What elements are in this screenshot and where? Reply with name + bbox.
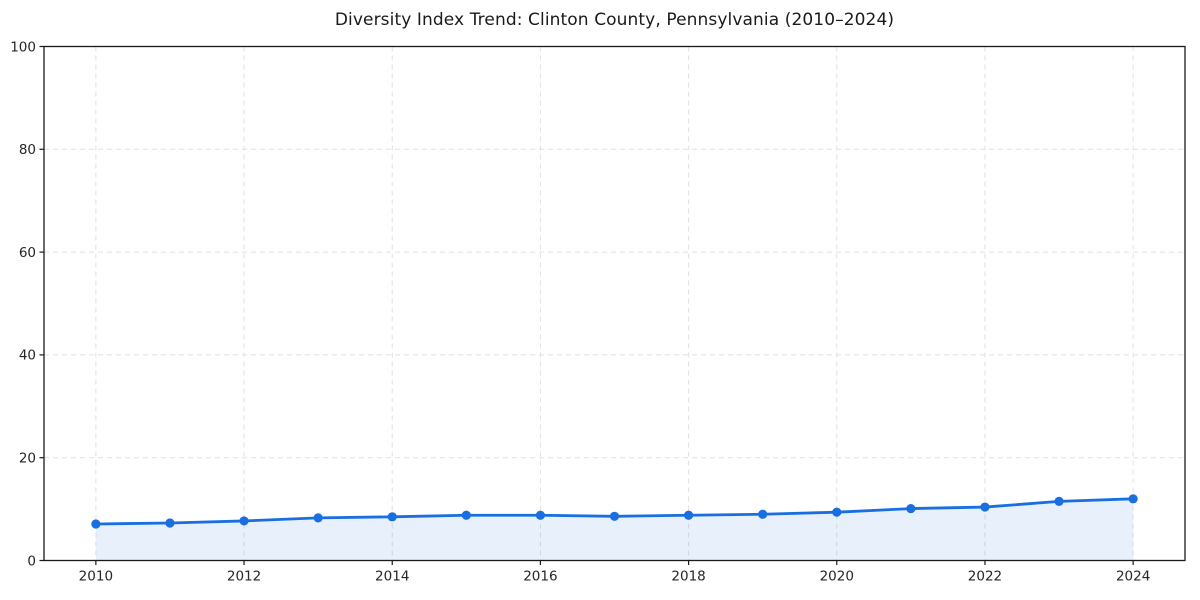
plot-border <box>43 45 1186 562</box>
x-tick-label-2018: 2018 <box>671 569 705 585</box>
data-point-2010 <box>91 519 101 529</box>
data-point-2023 <box>1054 496 1064 506</box>
chart-title: Diversity Index Trend: Clinton County, P… <box>334 10 895 30</box>
x-tick-label-2010: 2010 <box>79 569 113 585</box>
area-fill <box>95 498 1134 561</box>
y-tick-label-60: 60 <box>19 245 36 261</box>
y-tick-label-40: 40 <box>19 348 36 364</box>
x-tick-label-2022: 2022 <box>968 569 1002 585</box>
x-tick-label-2012: 2012 <box>227 569 261 585</box>
data-point-2013 <box>313 513 323 523</box>
data-point-2019 <box>758 509 768 519</box>
data-point-2014 <box>387 512 397 522</box>
data-point-2018 <box>683 510 694 520</box>
data-point-2016 <box>535 510 546 520</box>
y-tick-label-100: 100 <box>10 39 36 55</box>
data-point-2015 <box>461 510 471 520</box>
x-tick-label-2014: 2014 <box>375 569 409 585</box>
data-point-2020 <box>832 507 842 517</box>
data-point-2011 <box>165 518 175 528</box>
y-tick-label-20: 20 <box>19 451 36 467</box>
data-point-2024 <box>1128 494 1138 504</box>
x-tick-label-2016: 2016 <box>523 569 557 585</box>
data-point-2022 <box>980 502 990 512</box>
data-point-2012 <box>239 516 249 526</box>
x-tick-label-2024: 2024 <box>1116 569 1150 585</box>
x-tick-label-2020: 2020 <box>820 569 854 585</box>
y-tick-label-80: 80 <box>19 142 36 158</box>
data-point-2017 <box>609 511 620 521</box>
data-point-2021 <box>906 503 916 514</box>
y-tick-label-0: 0 <box>27 553 36 569</box>
